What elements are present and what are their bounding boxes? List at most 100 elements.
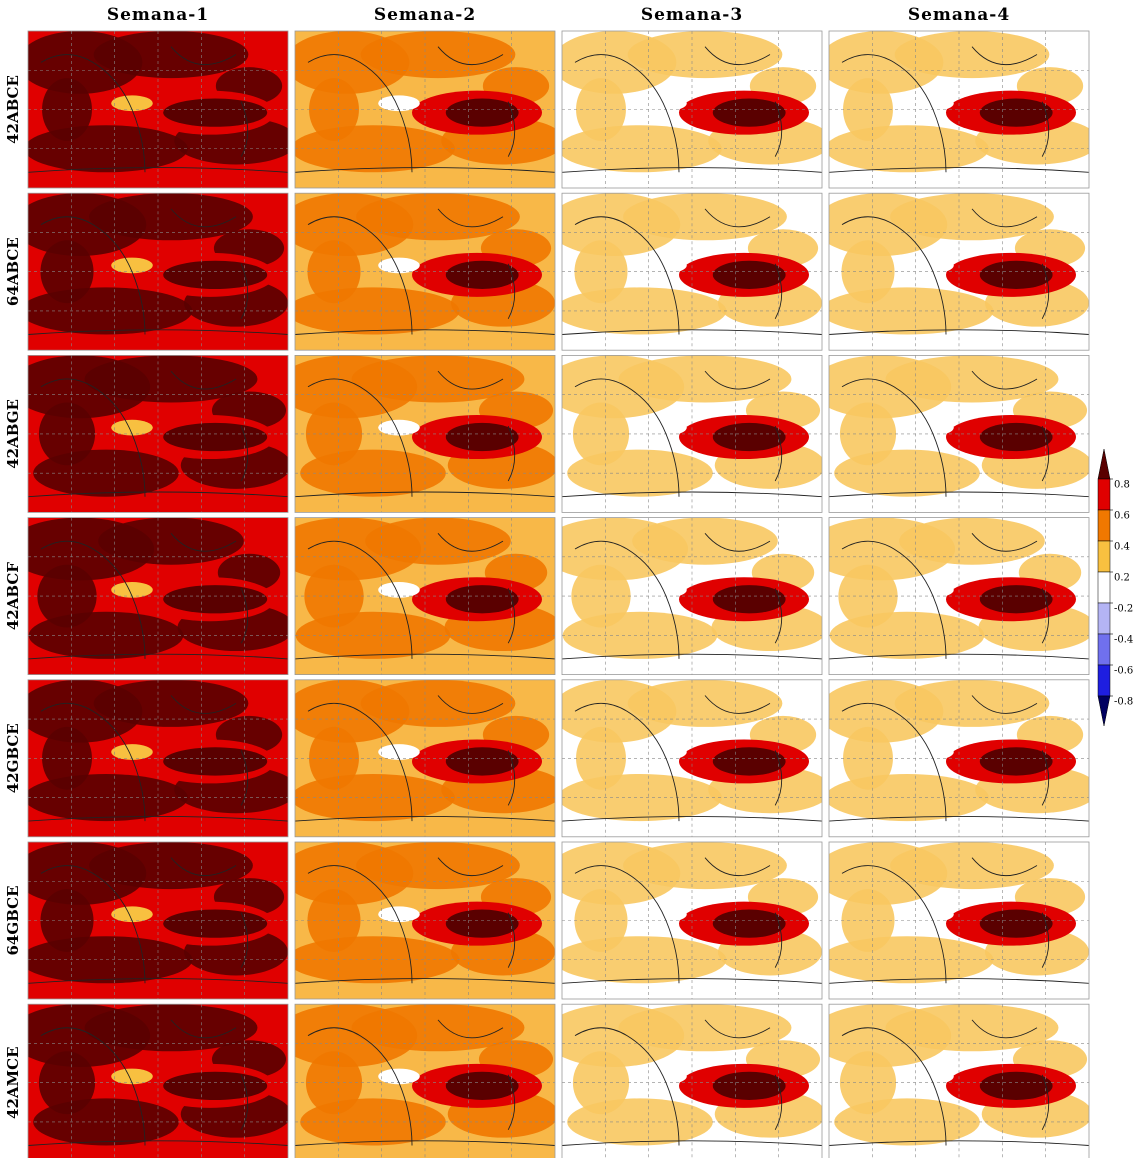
map-region: [980, 423, 1053, 451]
map-field: [285, 31, 565, 188]
map-field: [819, 680, 1099, 837]
map-field: [811, 1004, 1092, 1158]
map-field: [277, 1004, 558, 1158]
map-region: [980, 747, 1053, 775]
map-region: [713, 99, 786, 127]
row-label: 42ABGE: [4, 399, 22, 469]
map-panel: [544, 1004, 825, 1158]
column-title: Semana-4: [908, 5, 1010, 25]
map-field: [819, 31, 1099, 188]
colorbar-segment: [1098, 479, 1110, 510]
map-panel: [819, 31, 1099, 188]
map-field: [273, 518, 562, 675]
map-region: [895, 31, 1050, 78]
colorbar-segment: [1098, 696, 1110, 726]
map-field: [285, 680, 565, 837]
row-label: 42ABCE: [4, 75, 22, 144]
map-panel: [548, 842, 822, 999]
map-region: [361, 31, 516, 78]
map-field: [14, 193, 288, 350]
map-region: [446, 99, 519, 127]
row-label: 42ABCF: [4, 562, 22, 630]
map-field: [544, 355, 825, 512]
map-panel: [807, 518, 1096, 675]
colorbar-segment: [1098, 634, 1110, 665]
map-region: [980, 261, 1053, 289]
map-panel: [819, 680, 1099, 837]
map-panel: [815, 842, 1089, 999]
map-region: [628, 31, 783, 78]
map-region: [632, 518, 778, 565]
map-region: [94, 680, 249, 727]
map-region: [980, 99, 1053, 127]
map-field: [815, 842, 1089, 999]
row-label: 42GBCE: [4, 723, 22, 793]
colorbar-segment: [1098, 665, 1110, 696]
map-region: [446, 261, 519, 289]
map-region: [163, 910, 267, 938]
map-field: [277, 355, 558, 512]
map-region: [361, 680, 516, 727]
map-panel: [10, 355, 291, 512]
map-field: [807, 518, 1096, 675]
map-panel: [277, 1004, 558, 1158]
map-panel: [811, 355, 1092, 512]
map-region: [98, 518, 244, 565]
map-region: [163, 747, 267, 775]
map-panel: [273, 518, 562, 675]
map-region: [163, 261, 267, 289]
colorbar-segment: [1098, 510, 1110, 541]
colorbar-tick-label: 0.8: [1114, 480, 1130, 491]
colorbar-segment: [1098, 572, 1110, 603]
map-panel: [811, 1004, 1092, 1158]
map-field: [281, 193, 555, 350]
map-field: [10, 1004, 291, 1158]
map-region: [446, 585, 519, 613]
map-field: [281, 842, 555, 999]
map-field: [544, 1004, 825, 1158]
map-region: [980, 1072, 1053, 1100]
colorbar-tick-label: 0.6: [1114, 511, 1130, 522]
map-field: [540, 518, 829, 675]
figure: Semana-1Semana-2Semana-3Semana-442ABCE64…: [0, 0, 1144, 1158]
map-field: [6, 518, 295, 675]
map-region: [713, 1072, 786, 1100]
map-region: [713, 910, 786, 938]
map-panel: [552, 680, 832, 837]
map-panel: [10, 1004, 291, 1158]
map-field: [14, 842, 288, 999]
map-region: [163, 585, 267, 613]
map-region: [713, 423, 786, 451]
map-region: [895, 680, 1050, 727]
map-field: [811, 355, 1092, 512]
map-region: [713, 585, 786, 613]
colorbar-segment: [1098, 603, 1110, 634]
map-panel: [544, 355, 825, 512]
map-field: [548, 193, 822, 350]
map-field: [18, 31, 298, 188]
map-panel: [14, 193, 288, 350]
row-label: 64GBCE: [4, 885, 22, 955]
map-region: [713, 261, 786, 289]
map-panel: [285, 31, 565, 188]
map-field: [548, 842, 822, 999]
map-panel: [548, 193, 822, 350]
colorbar-segment: [1098, 541, 1110, 572]
map-panel: [6, 518, 295, 675]
map-region: [446, 910, 519, 938]
map-region: [980, 585, 1053, 613]
map-panel: [14, 842, 288, 999]
map-region: [980, 910, 1053, 938]
colorbar-tick-label: -0.4: [1114, 635, 1133, 646]
map-region: [446, 423, 519, 451]
colorbar-tick-label: -0.2: [1114, 604, 1133, 615]
map-region: [446, 1072, 519, 1100]
colorbar-tick-label: 0.2: [1114, 573, 1130, 584]
map-field: [18, 680, 298, 837]
row-label: 64ABCE: [4, 237, 22, 306]
column-title: Semana-2: [374, 5, 476, 25]
map-region: [713, 747, 786, 775]
colorbar-tick-label: -0.8: [1114, 697, 1133, 708]
map-panel: [285, 680, 565, 837]
map-panel: [277, 355, 558, 512]
